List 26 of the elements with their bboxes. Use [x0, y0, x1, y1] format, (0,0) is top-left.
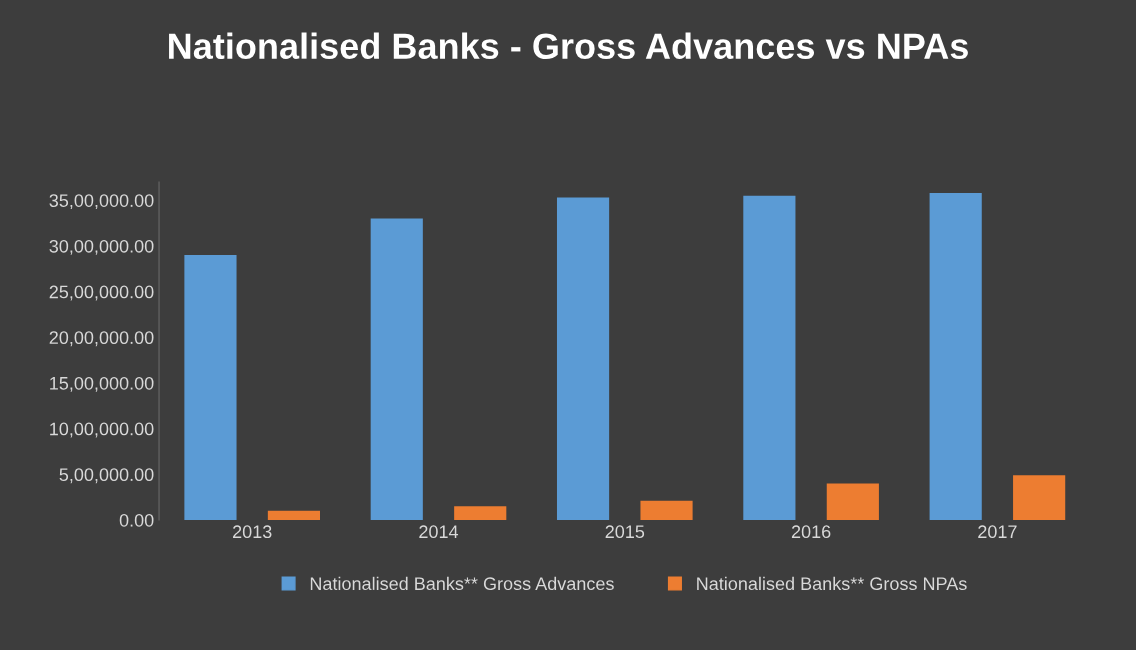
legend-label: Nationalised Banks** Gross Advances — [310, 576, 614, 591]
bar — [184, 255, 237, 520]
bar — [454, 506, 507, 520]
x-tick-label: 2013 — [233, 525, 272, 539]
y-tick-label: 5,00,000.00 — [59, 468, 154, 484]
bar — [370, 218, 423, 520]
y-tick-label: 20,00,000.00 — [49, 331, 154, 347]
y-tick-label: 35,00,000.00 — [49, 194, 154, 210]
y-tick-label: 25,00,000.00 — [49, 285, 154, 301]
bar — [1013, 475, 1066, 520]
y-tick-label: 15,00,000.00 — [50, 376, 154, 392]
x-tick-label: 2017 — [978, 525, 1017, 539]
y-tick-label: 30,00,000.00 — [49, 239, 154, 255]
bar — [826, 483, 879, 520]
bar — [556, 197, 610, 520]
x-tick-label: 2014 — [419, 525, 459, 539]
bar — [929, 192, 982, 520]
legend-label: Nationalised Banks** Gross NPAs — [697, 576, 967, 591]
y-tick-label: 10,00,000.00 — [50, 422, 154, 438]
x-tick-label: 2015 — [605, 525, 645, 539]
bar — [640, 500, 693, 520]
chart-title: Nationalised Banks - Gross Advances vs NPAs — [169, 32, 968, 60]
bar — [267, 510, 321, 520]
bar — [743, 195, 796, 520]
x-tick-label: 2016 — [791, 525, 831, 539]
y-tick-label: 0.00 — [119, 513, 154, 527]
